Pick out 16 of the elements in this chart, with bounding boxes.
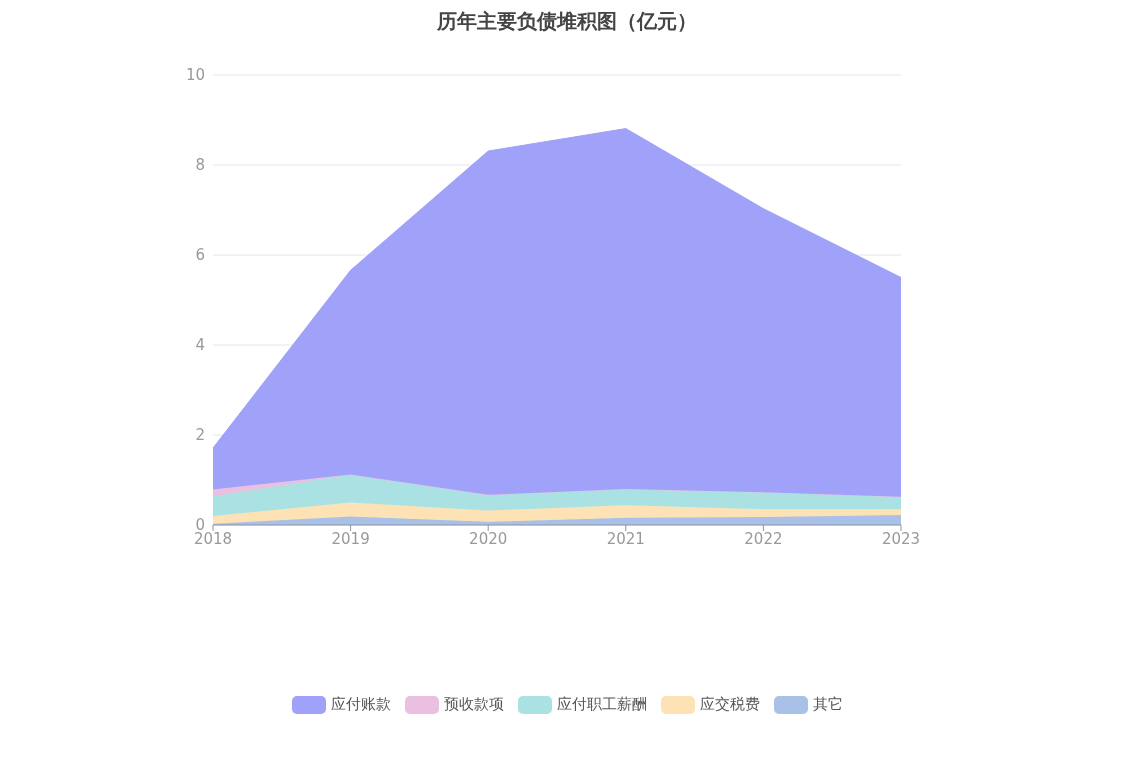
legend-label: 应交税费: [699, 695, 760, 714]
chart-title: 历年主要负债堆积图（亿元）: [436, 8, 698, 35]
y-tick-label: 10: [185, 66, 205, 85]
legend-label: 应付职工薪酬: [556, 695, 647, 714]
legend-label: 预收款项: [443, 695, 504, 714]
y-tick-label: 8: [195, 156, 205, 175]
x-tick-label: 2019: [331, 529, 370, 548]
y-tick-label: 4: [195, 336, 205, 355]
y-tick-label: 2: [195, 426, 205, 445]
legend-label: 其它: [812, 695, 843, 714]
x-tick-label: 2022: [744, 529, 783, 548]
x-tick-label: 2020: [469, 529, 508, 548]
y-tick-label: 6: [195, 246, 205, 265]
legend-label: 应付账款: [330, 695, 391, 714]
x-tick-label: 2021: [606, 529, 645, 548]
x-tick-label: 2023: [881, 529, 921, 548]
